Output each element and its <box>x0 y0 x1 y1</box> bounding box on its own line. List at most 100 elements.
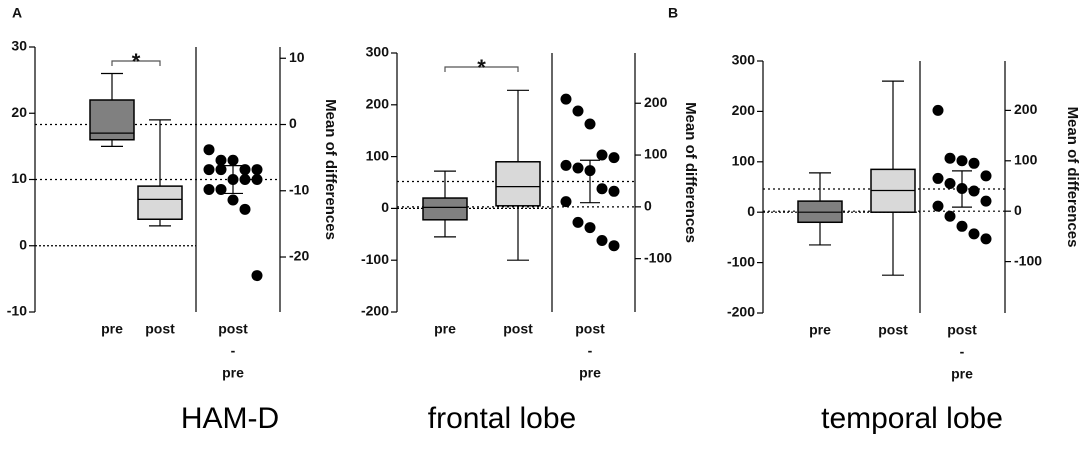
difference-point <box>239 164 251 176</box>
y-tick-label: -200 <box>361 303 389 319</box>
y-tick-label: 300 <box>366 44 390 60</box>
difference-point <box>227 154 239 166</box>
y2-tick-label: -100 <box>1014 252 1042 268</box>
y-tick-label: 300 <box>732 52 756 68</box>
difference-point <box>215 154 227 166</box>
difference-point <box>584 118 596 130</box>
difference-point <box>572 216 584 228</box>
x-tick-label: pre <box>951 366 973 382</box>
difference-point <box>608 185 620 197</box>
y-tick-label: 100 <box>732 153 756 169</box>
difference-point <box>239 174 251 185</box>
difference-point <box>251 174 263 185</box>
y-tick-label: 100 <box>366 147 390 163</box>
x-tick-label: - <box>960 344 965 360</box>
difference-point <box>944 210 956 222</box>
difference-point <box>251 164 263 176</box>
y2-axis-title: Mean of differences <box>1064 107 1081 248</box>
difference-point <box>596 235 608 247</box>
difference-point <box>980 233 992 245</box>
difference-point <box>203 164 215 176</box>
y2-tick-label: -10 <box>289 181 309 197</box>
y-tick-label: -200 <box>727 304 755 320</box>
chart-title: HAM-D <box>181 402 279 435</box>
difference-point <box>944 177 956 189</box>
difference-point <box>560 196 572 208</box>
difference-point <box>227 194 239 206</box>
significance-label: * <box>132 49 141 74</box>
y-tick-label: 30 <box>11 38 27 54</box>
significance-label: * <box>477 55 486 80</box>
x-tick-label: post <box>575 321 605 337</box>
difference-point <box>239 203 251 215</box>
y-tick-label: 0 <box>747 203 755 219</box>
y-tick-label: -100 <box>361 251 389 267</box>
difference-point <box>932 104 944 116</box>
y2-tick-label: 200 <box>644 94 668 110</box>
y2-tick-label: 0 <box>644 198 652 214</box>
difference-point <box>932 172 944 184</box>
y-tick-label: 0 <box>19 236 27 252</box>
difference-point <box>203 144 215 156</box>
x-tick-label: - <box>588 343 593 359</box>
difference-point <box>584 222 596 234</box>
y2-axis-title: Mean of differences <box>322 99 339 240</box>
difference-point <box>560 93 572 105</box>
x-tick-label: - <box>231 343 236 359</box>
difference-point <box>956 220 968 232</box>
y-tick-label: -100 <box>727 253 755 269</box>
difference-point <box>596 149 608 161</box>
y-tick-label: 10 <box>11 170 27 186</box>
x-tick-label: post <box>218 321 248 337</box>
x-tick-label: pre <box>579 365 601 381</box>
difference-point <box>932 200 944 212</box>
difference-point <box>980 170 992 182</box>
difference-point <box>572 105 584 117</box>
difference-point <box>215 183 227 195</box>
chart-title: temporal lobe <box>821 402 1003 435</box>
difference-point <box>572 162 584 174</box>
y2-tick-label: 100 <box>644 146 668 162</box>
x-tick-label: pre <box>434 321 456 337</box>
difference-point <box>968 228 980 240</box>
x-tick-label: post <box>878 322 908 338</box>
box <box>495 161 541 207</box>
y-tick-label: 200 <box>366 96 390 112</box>
box <box>89 99 135 141</box>
difference-point <box>596 183 608 195</box>
box <box>422 197 468 221</box>
x-tick-label: post <box>145 321 175 337</box>
difference-point <box>968 157 980 169</box>
difference-point <box>980 195 992 207</box>
y2-tick-label: -100 <box>644 249 672 265</box>
x-tick-label: post <box>503 321 533 337</box>
difference-point <box>956 155 968 167</box>
y-tick-label: 20 <box>11 104 27 120</box>
chart-title: frontal lobe <box>428 402 576 435</box>
x-tick-label: pre <box>809 322 831 338</box>
y-tick-label: -10 <box>7 303 27 319</box>
y2-axis-title: Mean of differences <box>682 102 699 243</box>
significance-bracket <box>444 66 519 72</box>
difference-point <box>203 183 215 195</box>
difference-point <box>608 152 620 164</box>
y-tick-label: 0 <box>381 199 389 215</box>
difference-point <box>215 164 227 176</box>
x-tick-label: pre <box>101 321 123 337</box>
y2-tick-label: 0 <box>289 115 297 131</box>
box <box>137 185 183 220</box>
x-tick-label: pre <box>222 365 244 381</box>
y2-tick-label: 100 <box>1014 151 1038 167</box>
panel-label: B <box>668 5 678 21</box>
significance-bracket <box>111 60 161 66</box>
difference-point <box>560 159 572 171</box>
y2-tick-label: 200 <box>1014 101 1038 117</box>
difference-point <box>968 185 980 197</box>
panel-label: A <box>12 5 22 21</box>
difference-point <box>608 240 620 252</box>
difference-point <box>251 270 263 282</box>
difference-point <box>944 152 956 164</box>
y2-tick-label: 10 <box>289 49 305 65</box>
y-tick-label: 200 <box>732 102 756 118</box>
